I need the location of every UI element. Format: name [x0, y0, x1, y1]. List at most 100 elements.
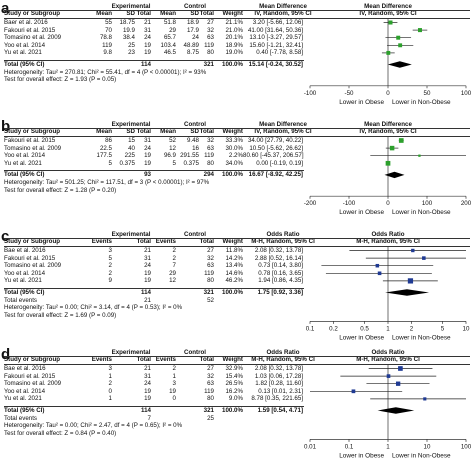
effect-ci-value: 0.73 [0.14, 3.80] [258, 262, 303, 270]
total-label: Total (95% CI) [4, 407, 45, 414]
plot-title-header: Odds Ratio [371, 231, 405, 238]
study-name: Yu et al. 2021 [4, 159, 42, 167]
total-events-exp: 21 [144, 296, 151, 304]
ctrl-value-2: 9.48 [186, 137, 199, 144]
effect-ci-value: 2.88 [0.52, 16.14] [254, 254, 303, 262]
weight-value: 33.3% [225, 137, 243, 144]
exp-total: 19 [144, 41, 151, 49]
exp-total: 19 [144, 387, 151, 395]
total-exp: 114 [141, 61, 151, 68]
group-experimental-header: Experimental [111, 231, 151, 238]
ctrl-value-1: 12 [169, 144, 176, 152]
exp-value-1: 78.8 [99, 34, 112, 42]
exp-value-1: 70 [105, 26, 112, 34]
overall-effect-text: Test for overall effect: Z = 0.84 (P = 0… [4, 429, 117, 437]
effect-sub-header: M-H, Random, 95% CI [251, 238, 315, 245]
group-control-header: Control [184, 121, 206, 128]
study-estimate-marker [398, 43, 403, 48]
exp-value-1: 2 [108, 380, 112, 388]
total-exp: 93 [144, 171, 151, 179]
pooled-diamond [377, 407, 415, 414]
x-tick-label: -100 [304, 90, 317, 97]
weight-value: 19.0% [225, 49, 243, 57]
ctrl-total: 63 [207, 380, 214, 388]
effect-title-header: Odds Ratio [266, 231, 300, 238]
exp-total: 31 [144, 254, 151, 262]
ctrl-value-1: 7 [172, 262, 176, 270]
weight-value: 46.2% [225, 277, 243, 285]
ctrl-total: 80 [207, 159, 214, 167]
ctrl-value-2: 48.89 [183, 41, 199, 49]
forest-plot: 0.01 0.1 1 10 100 Lower in Obese Lower in Non-… [304, 364, 472, 459]
exp-value-1: 9 [108, 277, 112, 285]
rule-line [4, 17, 470, 19]
x-tick-label: 0.01 [304, 443, 317, 450]
exp-col1-header: Events [91, 356, 112, 363]
effect-ci-value: 2.08 [0.32, 13.78] [254, 365, 303, 372]
axis-right-label: Lower in Non-Obese [392, 99, 451, 106]
exp-total: 19 [144, 49, 151, 57]
weight-value: 32.9% [225, 365, 243, 372]
forest-plot: -100 -50 0 50 100 Lower in Obese Lower in Non-… [304, 18, 472, 106]
exp-total-header: Total [136, 10, 151, 17]
panel-letter: b [1, 118, 11, 135]
study-estimate-marker [407, 278, 414, 284]
x-tick-label: 200 [461, 200, 472, 207]
x-tick-label: 0.1 [306, 325, 315, 332]
ctrl-total: 32 [207, 26, 214, 34]
ctrl-col1-header: Mean [160, 128, 176, 135]
overall-effect-text: Test for overall effect: Z = 1.93 (P = 0… [4, 76, 117, 84]
rule-line [4, 169, 304, 171]
x-tick-label: -100 [343, 200, 356, 207]
ctrl-total-header: Total [199, 128, 214, 135]
ctrl-total: 32 [207, 372, 214, 380]
study-estimate-marker [396, 35, 401, 40]
rule-line [4, 59, 304, 61]
ctrl-value-2: 24 [192, 34, 199, 42]
ctrl-total: 119 [204, 387, 214, 395]
weight-value: 21.1% [225, 19, 243, 26]
ctrl-total: 27 [207, 19, 214, 26]
x-tick-label: 100 [422, 200, 433, 207]
effect-ci-value: 0.78 [0.16, 3.65] [258, 269, 303, 277]
x-tick-label: 50 [424, 90, 431, 97]
panel-d: d Experimental Control Odds Ratio Odds Ratio… [0, 346, 474, 464]
study-estimate-marker [388, 20, 393, 25]
ctrl-value-1: 103.4 [160, 41, 176, 49]
ctrl-value-1: 29 [169, 26, 176, 34]
effect-title-header: Odds Ratio [266, 349, 300, 356]
study-name: Yoo et al. 2014 [4, 387, 46, 395]
ctrl-value-1: 19 [169, 387, 176, 395]
exp-total: 19 [144, 277, 151, 285]
study-name: Yu et al. 2021 [4, 49, 42, 57]
exp-total: 24 [144, 380, 151, 388]
study-estimate-marker [351, 389, 356, 394]
axis-right-label: Lower in Non-Obese [392, 452, 451, 459]
rule-line [4, 135, 470, 137]
total-ctrl: 321 [203, 289, 214, 296]
study-column-header: Study or Subgroup [4, 128, 61, 135]
x-tick-label: 5 [441, 325, 445, 332]
exp-col1-header: Events [91, 238, 112, 245]
axis-left-label: Lower in Obese [339, 99, 384, 106]
x-tick-label: 100 [461, 90, 472, 97]
ctrl-value-2: 18.9 [186, 19, 199, 26]
weight-value: 14.2% [225, 254, 243, 262]
exp-total: 19 [144, 395, 151, 403]
exp-value-2: 18.75 [119, 19, 135, 26]
study-estimate-marker [398, 366, 403, 371]
ctrl-col1-header: Events [155, 238, 176, 245]
total-ctrl: 321 [203, 407, 214, 414]
x-tick-label: 10 [463, 325, 470, 332]
study-estimate-marker [423, 397, 427, 401]
effect-ci-value: 10.50 [-5.62, 26.62] [249, 144, 303, 152]
exp-value-1: 0 [108, 387, 112, 395]
plot-title-header: Mean Difference [364, 121, 412, 128]
panel-letter: c [1, 228, 10, 245]
ctrl-total: 63 [207, 34, 214, 42]
x-tick-label: 0 [386, 200, 390, 207]
ctrl-value-1: 2 [172, 254, 176, 262]
study-name: Yoo et al. 2014 [4, 269, 46, 277]
exp-value-1: 86 [105, 137, 112, 144]
study-name: Tomasino et al. 2009 [4, 262, 62, 270]
